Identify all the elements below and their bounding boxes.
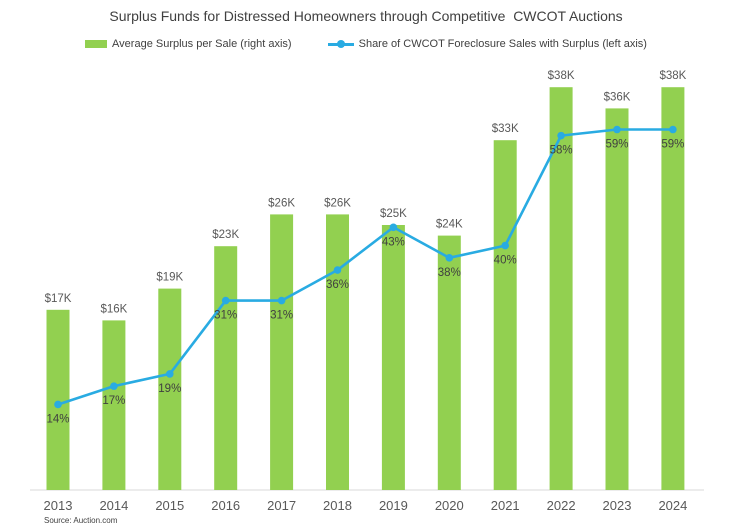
bar-value-label: $19K <box>156 272 183 284</box>
year-label: 2017 <box>267 498 296 513</box>
bar <box>437 235 461 490</box>
bar <box>158 288 182 490</box>
chart-legend: Average Surplus per Sale (right axis) Sh… <box>0 38 732 50</box>
pct-label: 59% <box>661 139 684 151</box>
bar-value-label: $23K <box>212 229 239 241</box>
legend-label-bar-series: Average Surplus per Sale (right axis) <box>112 38 292 50</box>
bar-series-swatch-icon <box>85 40 108 48</box>
year-label: 2022 <box>547 498 576 513</box>
bar-value-label: $33K <box>492 123 519 135</box>
bar <box>46 309 70 490</box>
pct-label: 19% <box>158 383 181 395</box>
bar <box>270 214 294 490</box>
bar <box>381 225 405 490</box>
line-point-marker <box>613 125 621 134</box>
year-label: 2019 <box>379 498 408 513</box>
line-point-marker <box>501 241 510 250</box>
pct-label: 17% <box>102 395 125 407</box>
bar-value-label: $16K <box>100 303 127 315</box>
line-point-marker <box>669 125 677 134</box>
line-point-marker <box>445 254 454 262</box>
year-label: 2023 <box>603 498 632 513</box>
year-label: 2014 <box>99 498 128 513</box>
legend-item-bar-series: Average Surplus per Sale (right axis) <box>85 38 292 50</box>
legend-label-line-series: Share of CWCOT Foreclosure Sales with Su… <box>358 38 647 50</box>
line-series-swatch-icon <box>327 40 354 48</box>
line-point-marker <box>110 382 118 390</box>
bar-value-label: $24K <box>436 219 463 231</box>
bar <box>493 140 517 490</box>
bar <box>102 320 126 490</box>
line-point-marker <box>333 266 342 274</box>
bar-value-label: $25K <box>380 208 407 220</box>
pct-label: 58% <box>550 145 573 157</box>
bar-value-label: $26K <box>324 197 351 209</box>
bar-value-label: $36K <box>604 91 631 103</box>
year-label: 2018 <box>323 498 352 513</box>
year-label: 2013 <box>44 498 73 513</box>
pct-label: 31% <box>214 310 237 322</box>
source-note: Source: Auction.com <box>44 516 118 525</box>
line-point-marker <box>557 131 565 140</box>
share-line <box>56 128 675 406</box>
pct-label: 14% <box>46 413 69 425</box>
line-point-marker <box>54 400 62 409</box>
year-label: 2020 <box>435 498 464 513</box>
bar <box>661 87 685 490</box>
line-point-marker <box>166 370 174 378</box>
bar <box>214 246 238 490</box>
pct-label: 31% <box>270 310 293 322</box>
line-point-marker <box>389 223 398 232</box>
line-point-marker <box>221 296 230 305</box>
year-label: 2015 <box>155 498 184 513</box>
pct-label: 59% <box>605 139 628 151</box>
line-point-marker <box>277 296 286 305</box>
bar-value-label: $38K <box>548 70 575 82</box>
year-label: 2021 <box>491 498 520 513</box>
bar-value-label: $17K <box>45 293 72 305</box>
pct-label: 36% <box>326 279 349 291</box>
year-label: 2024 <box>658 498 687 513</box>
bar <box>549 87 573 490</box>
bar-value-label: $26K <box>268 197 295 209</box>
year-label: 2016 <box>211 498 240 513</box>
legend-item-line-series: Share of CWCOT Foreclosure Sales with Su… <box>327 38 647 50</box>
pct-label: 40% <box>494 255 517 267</box>
bar-value-label: $38K <box>659 70 686 82</box>
chart-title: Surplus Funds for Distressed Homeowners … <box>109 8 623 24</box>
pct-label: 38% <box>438 267 461 279</box>
pct-label: 43% <box>382 236 405 248</box>
bar <box>605 108 629 491</box>
bar <box>326 214 349 490</box>
